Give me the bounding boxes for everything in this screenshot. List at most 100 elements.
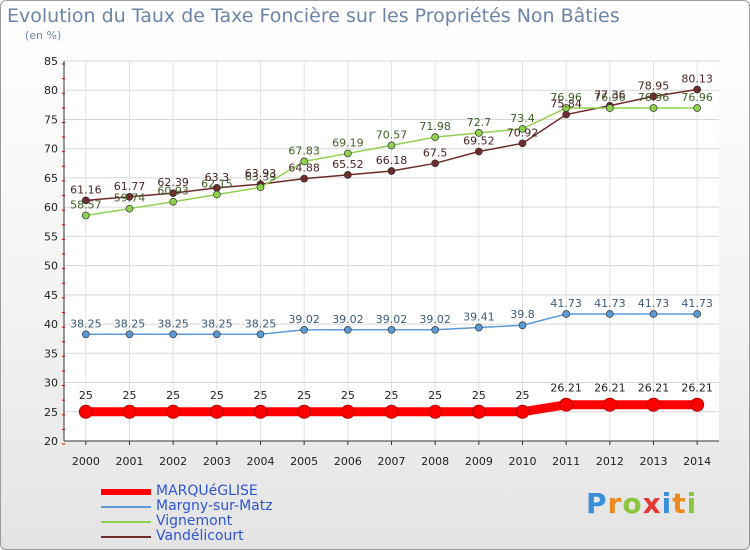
data-point	[474, 147, 483, 156]
data-label: 70.92	[507, 126, 539, 139]
y-tick-label: 45	[44, 289, 58, 302]
data-label: 75.84	[550, 98, 582, 111]
series-0	[78, 397, 705, 419]
data-label: 69.19	[332, 136, 364, 149]
data-label: 69.52	[463, 134, 495, 147]
data-point	[81, 196, 90, 205]
data-label: 62.15	[201, 178, 233, 191]
data-point	[693, 85, 702, 94]
legend-label: Margny-sur-Matz	[156, 498, 273, 514]
data-point	[693, 104, 702, 112]
data-point	[649, 104, 658, 112]
data-label: 76.96	[638, 91, 670, 104]
data-label: 80.13	[681, 72, 713, 85]
data-point	[646, 397, 661, 412]
data-label: 41.73	[681, 297, 713, 310]
data-label: 25	[428, 389, 442, 402]
y-tick-label: 40	[44, 318, 58, 331]
y-tick-label: 65	[44, 172, 58, 185]
data-label: 25	[254, 389, 268, 402]
legend-item: MARQUéGLISE	[101, 484, 361, 499]
data-label: 76.96	[681, 91, 713, 104]
data-label: 73.4	[510, 112, 535, 125]
data-label: 39.8	[510, 308, 535, 321]
data-point	[562, 310, 571, 318]
data-point	[431, 325, 440, 334]
x-tick-label: 2008	[421, 455, 449, 468]
data-point	[300, 174, 309, 183]
data-point	[387, 141, 396, 150]
legend-label: Vandélicourt	[156, 528, 244, 544]
data-label: 38.25	[157, 317, 189, 330]
y-tick-label: 70	[44, 143, 58, 156]
data-point	[343, 325, 352, 334]
data-label: 60.93	[157, 185, 189, 198]
data-point	[649, 310, 658, 318]
data-label: 41.73	[550, 297, 582, 310]
data-label: 39.02	[288, 313, 320, 326]
data-label: 76.96	[594, 91, 626, 104]
y-tick-label: 85	[44, 55, 58, 68]
data-label: 61.16	[70, 183, 102, 196]
data-point	[169, 189, 178, 198]
data-label: 39.41	[463, 311, 495, 324]
data-label: 26.21	[681, 382, 713, 395]
data-point	[212, 330, 221, 339]
data-label: 38.25	[114, 317, 146, 330]
data-labels-2: 58.57 59.74 60.93 62.15 63.39 67.83 69.19 70.57…	[70, 91, 713, 212]
data-point	[81, 330, 90, 339]
data-label: 76.96	[550, 91, 582, 104]
data-label: 25	[341, 389, 355, 402]
data-point	[122, 404, 137, 419]
x-tick-label: 2010	[509, 455, 537, 468]
data-point	[690, 397, 705, 412]
data-label: 72.7	[467, 116, 492, 129]
data-label: 63.39	[245, 170, 277, 183]
x-tick-label: 2007	[378, 455, 406, 468]
logo-letter: o	[622, 487, 643, 520]
x-tick-label: 2009	[465, 455, 493, 468]
x-tick-label: 2011	[552, 455, 580, 468]
data-point	[300, 325, 309, 334]
data-point	[471, 404, 486, 419]
logo-letter: x	[642, 487, 662, 520]
data-label: 25	[79, 389, 93, 402]
data-point	[559, 397, 574, 412]
data-point	[602, 397, 617, 412]
legend-item: Vandélicourt	[101, 529, 361, 544]
data-point	[387, 167, 396, 175]
series-1	[81, 310, 702, 339]
data-point	[431, 133, 440, 141]
legend-swatch	[101, 489, 151, 495]
data-label: 41.73	[638, 297, 670, 310]
data-point	[518, 124, 527, 133]
data-point	[343, 171, 352, 179]
data-point	[81, 211, 90, 220]
legend: MARQUéGLISE Margny-sur-Matz Vignemont Vandé…	[101, 484, 361, 544]
data-label: 38.25	[245, 317, 277, 330]
data-label: 25	[516, 389, 530, 402]
data-point	[212, 190, 221, 199]
data-labels-0: 25 25 25 25 25 25 25 25 25 25 25 26.21 26.21 26.21 26.…	[79, 382, 713, 402]
data-label: 26.21	[594, 382, 626, 395]
y-tick-label: 60	[44, 201, 58, 214]
data-label: 26.21	[550, 382, 582, 395]
data-point	[474, 129, 483, 137]
data-point	[384, 404, 399, 419]
data-label: 38.25	[201, 317, 233, 330]
data-point	[297, 404, 312, 419]
proxiti-logo: Proxiti	[586, 487, 697, 520]
legend-swatch	[101, 521, 151, 523]
data-point	[518, 139, 527, 148]
x-tick-label: 2013	[640, 455, 668, 468]
logo-letter: t	[672, 487, 687, 520]
data-point	[166, 404, 181, 419]
data-point	[562, 110, 571, 119]
data-point	[256, 183, 265, 192]
x-tick-label: 2002	[159, 455, 187, 468]
data-point	[78, 404, 93, 419]
x-tick-label: 2014	[683, 455, 711, 468]
legend-swatch	[101, 536, 151, 538]
data-label: 71.98	[419, 120, 451, 133]
